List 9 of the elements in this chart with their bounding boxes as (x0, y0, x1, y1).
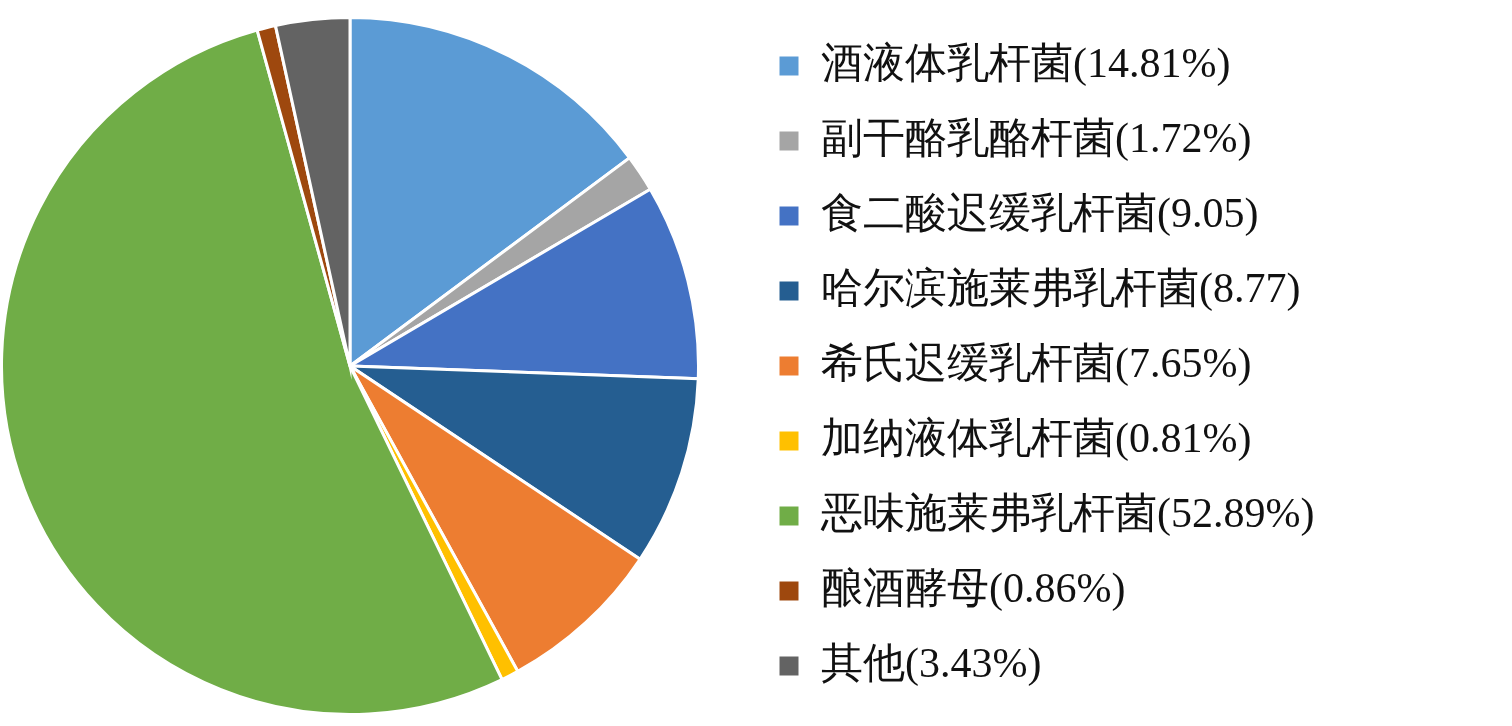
legend-label: 希氏迟缓乳杆菌(7.65%) (821, 340, 1252, 388)
legend-label: 酿酒酵母(0.86%) (821, 565, 1126, 613)
legend-label: 加纳液体乳杆菌(0.81%) (821, 415, 1252, 463)
legend-label: 恶味施莱弗乳杆菌(52.89%) (820, 490, 1315, 538)
legend-label: 哈尔滨施莱弗乳杆菌(8.77) (821, 265, 1301, 313)
legend-label: 食二酸迟缓乳杆菌(9.05) (821, 190, 1259, 238)
legend-label: 其他(3.43%) (821, 640, 1042, 688)
legend-label: 酒液体乳杆菌(14.81%) (821, 40, 1231, 88)
legend-label: 副干酪乳酪杆菌(1.72%) (821, 115, 1252, 163)
